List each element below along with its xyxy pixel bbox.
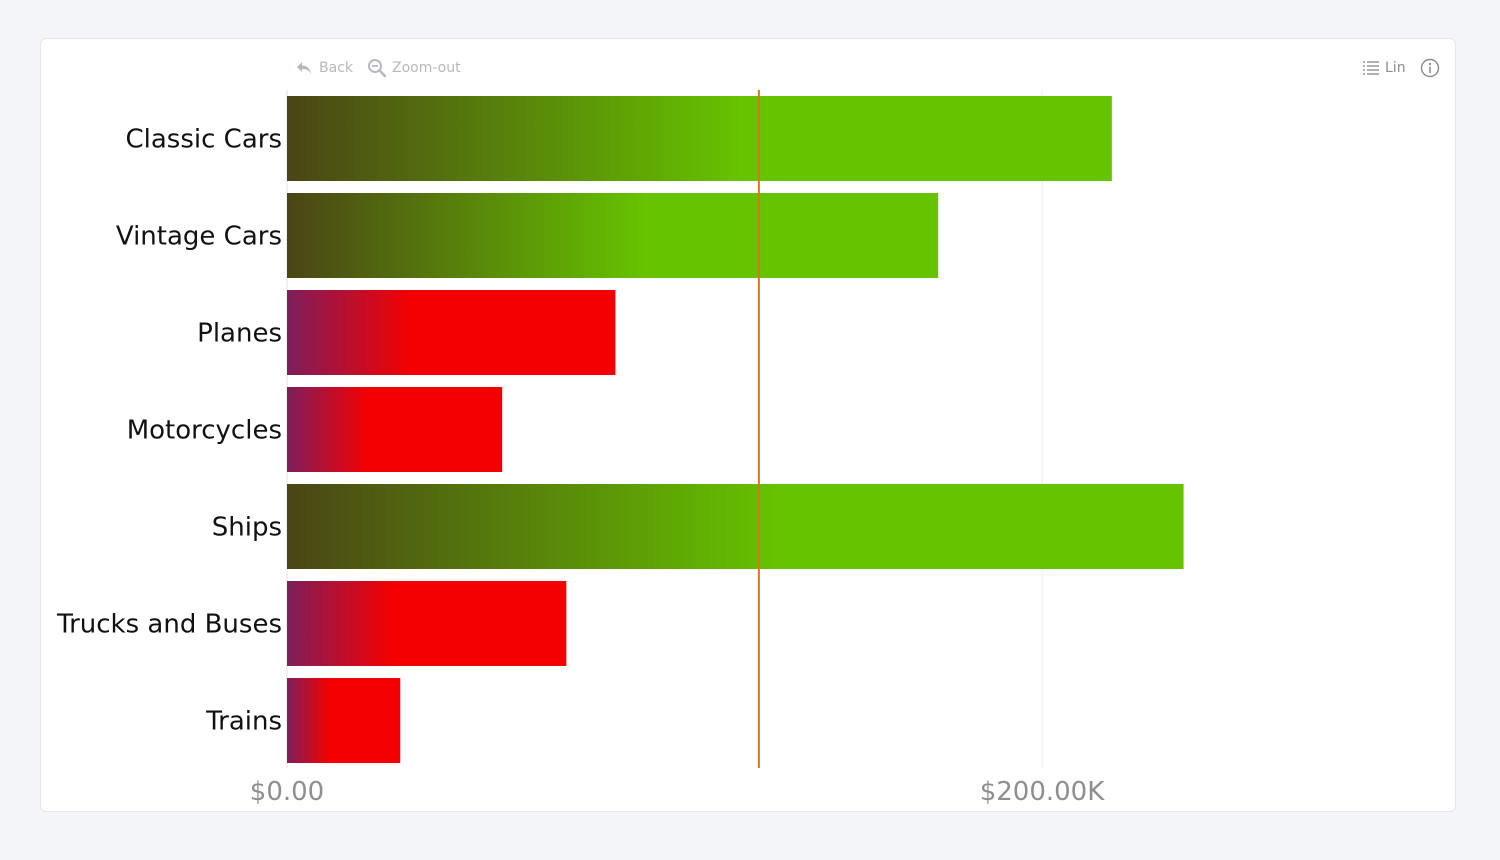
back-button[interactable]: Back bbox=[294, 58, 353, 78]
back-label: Back bbox=[319, 60, 353, 76]
bar[interactable] bbox=[287, 290, 616, 375]
list-icon bbox=[1363, 61, 1379, 75]
category-label: Trains bbox=[205, 707, 282, 737]
category-label: Classic Cars bbox=[125, 125, 282, 155]
bar[interactable] bbox=[287, 678, 401, 763]
category-labels: Classic Cars Vintage Cars Planes Motorcycle… bbox=[56, 125, 282, 737]
scale-toggle-button[interactable]: Lin bbox=[1362, 59, 1406, 77]
undo-arrow-icon bbox=[297, 62, 311, 74]
category-label: Ships bbox=[212, 513, 282, 543]
bar[interactable] bbox=[287, 193, 939, 278]
bar[interactable] bbox=[287, 581, 567, 666]
category-label: Planes bbox=[197, 319, 282, 349]
category-label: Trucks and Buses bbox=[56, 610, 282, 640]
zoom-out-label: Zoom-out bbox=[392, 60, 461, 76]
scale-label: Lin bbox=[1385, 60, 1406, 76]
bars bbox=[287, 96, 1184, 763]
chart-toolbar-right: Lin bbox=[1362, 58, 1440, 78]
category-label: Motorcycles bbox=[127, 416, 282, 446]
zoom-out-button[interactable]: Zoom-out bbox=[367, 58, 461, 78]
bar[interactable] bbox=[287, 96, 1112, 181]
category-label: Vintage Cars bbox=[116, 222, 282, 252]
bar[interactable] bbox=[287, 484, 1184, 569]
bar[interactable] bbox=[287, 387, 503, 472]
magnifier-minus-icon bbox=[368, 59, 387, 78]
chart-toolbar: Back Zoom-out bbox=[294, 58, 461, 78]
info-button[interactable] bbox=[1420, 58, 1440, 78]
info-icon bbox=[1420, 58, 1439, 78]
